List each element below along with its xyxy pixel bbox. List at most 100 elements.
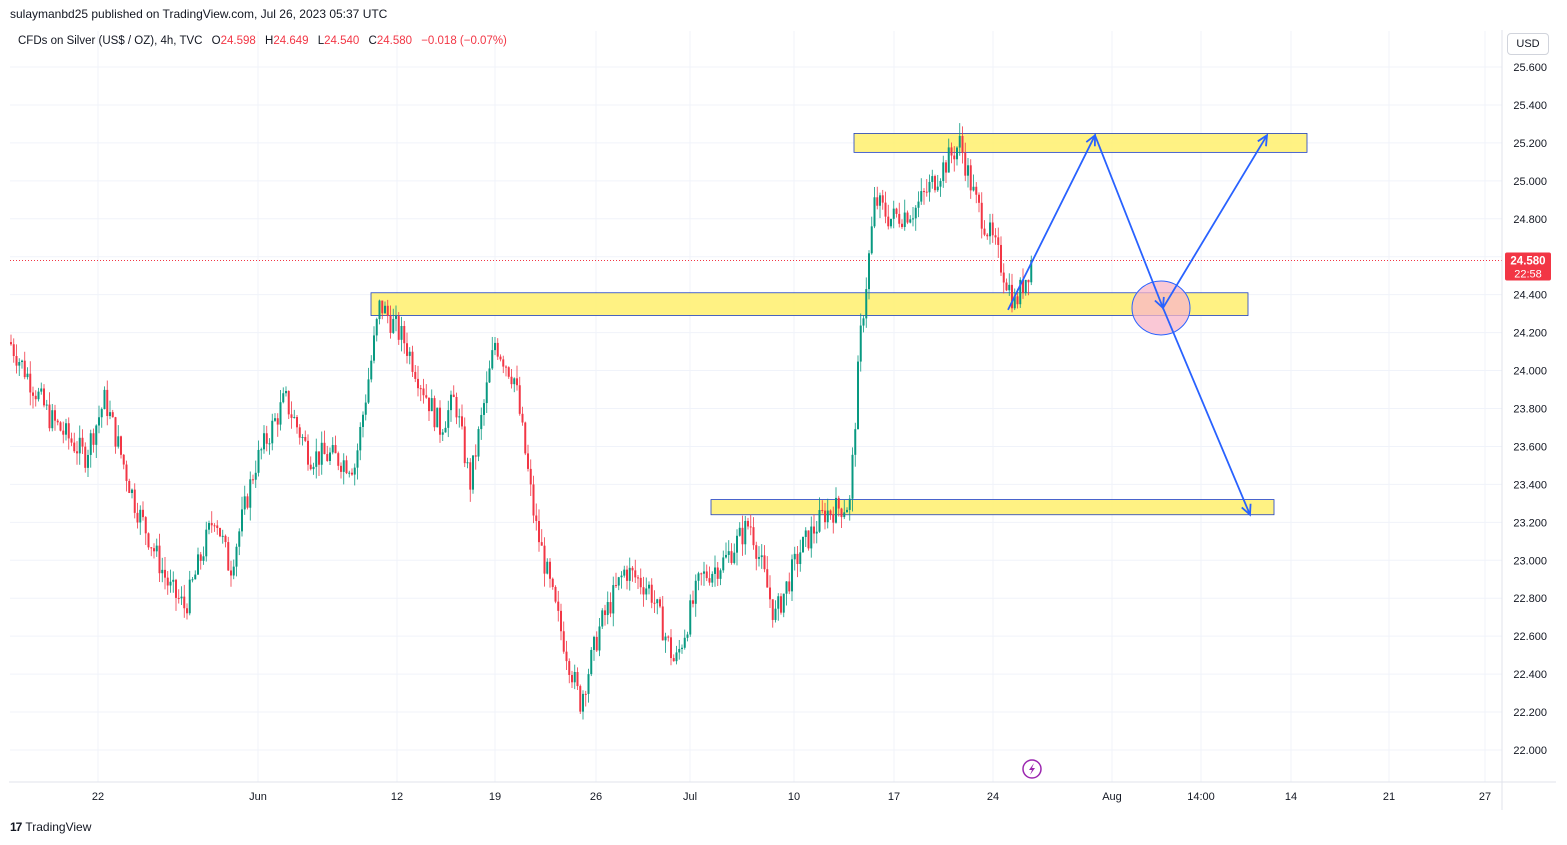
candle-body (879, 195, 881, 206)
candle-body (799, 552, 802, 565)
candle-body (461, 416, 463, 427)
candle-body (727, 551, 730, 555)
candle-body (301, 437, 304, 439)
candle-body (920, 191, 923, 202)
candle-body (527, 453, 529, 469)
candle-body (348, 472, 351, 474)
candle-body (400, 326, 403, 340)
candle-body (650, 584, 653, 603)
candle-body (601, 610, 604, 627)
candle-body (40, 388, 43, 392)
candle-body (912, 218, 914, 220)
candle-body (340, 465, 342, 472)
arrows-layer[interactable] (1007, 133, 1269, 517)
candle-body (604, 610, 606, 616)
candle-body (568, 661, 571, 675)
support-zone[interactable] (370, 292, 1249, 316)
candle-body (890, 218, 892, 227)
candle-body (793, 553, 796, 560)
candle-body (958, 135, 961, 148)
candle-body (928, 181, 931, 193)
candle-body (645, 588, 648, 595)
candle-body (788, 581, 791, 592)
candle-body (441, 432, 444, 435)
lightning-icon[interactable] (1022, 759, 1042, 779)
candle-body (785, 581, 788, 594)
price-tick-label: 24.200 (1513, 328, 1547, 340)
candle-body (73, 442, 76, 452)
symbol-name[interactable]: CFDs on Silver (US$ / OZ), 4h, TVC (18, 35, 203, 47)
resistance-zone[interactable] (853, 133, 1308, 153)
candle-body (697, 573, 700, 581)
candle-body (582, 693, 584, 712)
candle-body (931, 176, 934, 182)
candle-body (450, 394, 452, 411)
bullish-path[interactable] (1007, 133, 1268, 311)
candle-body (18, 362, 21, 366)
candle-body (898, 213, 901, 224)
footer-brand[interactable]: TradingView (25, 820, 92, 834)
candle-body (392, 318, 395, 333)
candles-layer (10, 123, 1033, 720)
candle-body (714, 567, 716, 574)
candle-body (901, 223, 903, 227)
price-tick-label: 24.800 (1513, 214, 1547, 226)
price-tick-label: 25.400 (1513, 100, 1547, 112)
candle-body (573, 671, 576, 683)
candle-body (617, 577, 620, 586)
candle-body (923, 191, 925, 193)
candle-body (199, 554, 202, 561)
candle-body (381, 300, 384, 314)
candle-body (1005, 282, 1008, 291)
candle-body (164, 569, 166, 578)
candle-body (703, 571, 705, 574)
candle-body (274, 418, 276, 421)
candle-body (257, 449, 260, 473)
candle-body (1022, 279, 1024, 294)
candle-body (386, 305, 389, 316)
candle-body (884, 202, 887, 217)
currency-button[interactable]: USD (1507, 33, 1549, 55)
candle-body (483, 403, 485, 415)
zones-layer[interactable] (370, 133, 1308, 516)
lower-zone[interactable] (710, 499, 1275, 516)
candle-body (81, 437, 84, 447)
candle-body (505, 366, 507, 368)
candle-body (826, 510, 829, 523)
candle-body (329, 452, 331, 461)
candle-body (623, 569, 626, 576)
candle-body (45, 404, 48, 406)
candle-body (631, 567, 634, 571)
candle-body (1013, 296, 1016, 309)
candle-body (664, 636, 667, 641)
time-tick-label: 17 (888, 791, 900, 803)
highlight-ellipse[interactable] (1131, 280, 1191, 336)
candle-body (807, 530, 810, 549)
candle-body (425, 395, 428, 398)
candle-body (219, 528, 221, 537)
candle-body (942, 162, 945, 182)
price-tick-label: 23.800 (1513, 404, 1547, 416)
candle-body (54, 410, 56, 421)
time-tick-label: Aug (1102, 791, 1122, 803)
candle-body (32, 392, 34, 396)
axes-layer: 25.60025.40025.20025.00024.80024.60024.4… (92, 62, 1551, 803)
candle-body (417, 378, 419, 389)
candle-body (56, 420, 59, 423)
candle-body (439, 407, 441, 435)
candle-body (326, 454, 329, 461)
candle-body (595, 636, 598, 651)
candle-body (293, 417, 296, 419)
candle-body (296, 417, 298, 428)
candle-body (282, 393, 285, 403)
candle-body (881, 195, 884, 203)
bearish-path[interactable] (1162, 307, 1251, 516)
candle-body (395, 316, 397, 319)
candle-body (873, 197, 876, 227)
candle-body (771, 599, 774, 620)
price-tick-label: 23.400 (1513, 479, 1547, 491)
candle-body (318, 451, 320, 465)
candle-body (43, 388, 45, 406)
tradingview-logo-icon[interactable]: 17 (10, 820, 22, 834)
